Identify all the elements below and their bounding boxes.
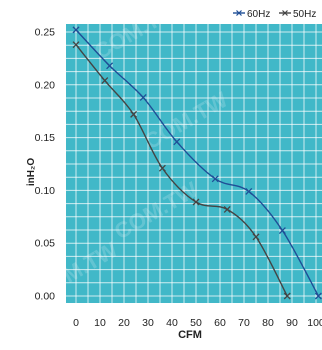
data-point bbox=[173, 138, 181, 146]
legend-marker-stroke bbox=[282, 10, 288, 16]
x-tick-label: 70 bbox=[238, 317, 250, 329]
x-tick-labels: 0 10 20 30 40 50 60 70 80 90 100 bbox=[73, 317, 322, 329]
x-tick-label: 40 bbox=[166, 317, 178, 329]
point-marker-stroke bbox=[223, 205, 231, 213]
series-50Hz bbox=[72, 41, 291, 300]
data-point bbox=[223, 205, 231, 213]
y-tick-label: 0.15 bbox=[35, 132, 56, 144]
x-tick-label: 0 bbox=[73, 317, 79, 329]
x-tick-label: 20 bbox=[118, 317, 130, 329]
point-marker-stroke bbox=[314, 292, 322, 300]
data-point bbox=[314, 292, 322, 300]
point-marker-stroke bbox=[283, 292, 291, 300]
data-point bbox=[211, 175, 219, 183]
x-tick-label: 50 bbox=[190, 317, 202, 329]
data-point bbox=[130, 110, 138, 118]
legend-item-60Hz: 60Hz bbox=[233, 9, 270, 20]
legend-label: 50Hz bbox=[293, 9, 316, 20]
point-marker-stroke bbox=[158, 164, 166, 172]
data-point bbox=[72, 26, 80, 34]
y-tick-labels: 0.00 0.05 0.10 0.15 0.20 0.25 bbox=[35, 27, 56, 303]
series-60Hz bbox=[72, 26, 322, 300]
x-tick-label: 80 bbox=[262, 317, 274, 329]
point-marker-stroke bbox=[130, 110, 138, 118]
grid-lines bbox=[66, 24, 322, 303]
y-tick-label: 0.20 bbox=[35, 79, 56, 91]
x-axis-label: CFM bbox=[178, 329, 202, 341]
x-tick-label: 30 bbox=[142, 317, 154, 329]
x-tick-label: 100 bbox=[307, 317, 322, 329]
data-point bbox=[101, 77, 109, 85]
x-tick-label: 60 bbox=[214, 317, 226, 329]
point-marker-stroke bbox=[72, 41, 80, 49]
data-point bbox=[245, 187, 253, 195]
point-marker-stroke bbox=[278, 227, 286, 234]
point-marker-stroke bbox=[106, 62, 114, 70]
data-point bbox=[252, 233, 260, 241]
data-point bbox=[158, 164, 166, 172]
point-marker-stroke bbox=[72, 26, 80, 34]
y-tick-label: 0.05 bbox=[35, 238, 56, 250]
y-tick-label: 0.25 bbox=[35, 27, 56, 39]
data-point bbox=[139, 94, 147, 101]
x-tick-label: 10 bbox=[94, 317, 106, 329]
data-point bbox=[192, 198, 200, 206]
point-marker-stroke bbox=[211, 175, 219, 183]
point-marker-stroke bbox=[101, 77, 109, 85]
data-point bbox=[106, 62, 114, 70]
series-layer bbox=[72, 26, 322, 300]
legend-marker-stroke bbox=[236, 10, 242, 16]
data-point bbox=[278, 227, 286, 234]
point-marker-stroke bbox=[245, 187, 253, 195]
legend-label: 60Hz bbox=[247, 9, 270, 20]
y-tick-label: 0.00 bbox=[35, 291, 56, 303]
legend: 60Hz 50Hz bbox=[233, 9, 316, 20]
y-tick-label: 0.10 bbox=[35, 185, 56, 197]
point-marker-stroke bbox=[139, 94, 147, 101]
point-marker-stroke bbox=[173, 138, 181, 146]
legend-item-50Hz: 50Hz bbox=[279, 9, 316, 20]
data-point bbox=[283, 292, 291, 300]
x-tick-label: 90 bbox=[286, 317, 298, 329]
point-marker-stroke bbox=[192, 198, 200, 206]
point-marker-stroke bbox=[252, 233, 260, 241]
y-axis-label: inH₂O bbox=[26, 158, 37, 187]
data-point bbox=[72, 41, 80, 49]
